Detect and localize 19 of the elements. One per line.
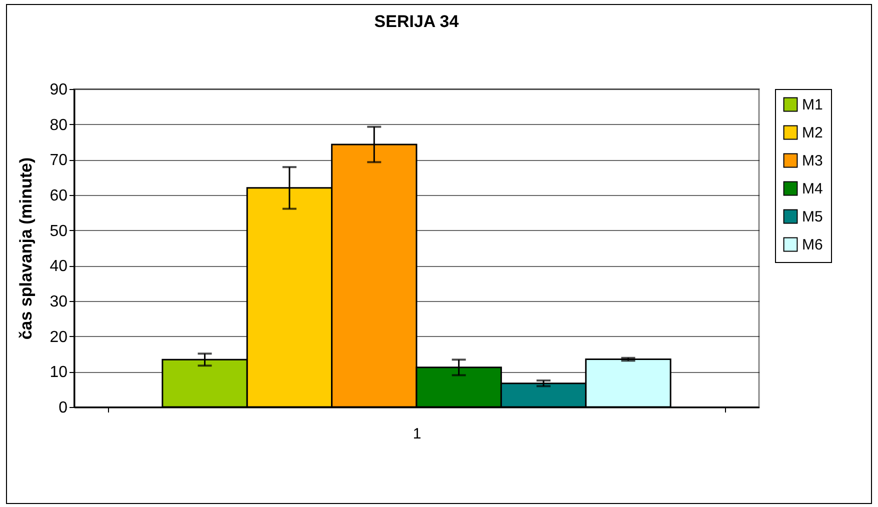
y-tick-label: 30	[50, 294, 68, 310]
y-tick-label: 10	[50, 364, 68, 382]
y-axis-title: čas splavanja (minute)	[16, 157, 36, 340]
legend-label: M4	[802, 180, 823, 198]
y-tick-label: 80	[50, 116, 68, 134]
y-tick-label: 20	[50, 328, 68, 346]
legend-label: M3	[802, 152, 823, 170]
x-tick-label: 1	[412, 426, 422, 442]
y-tick-label: 90	[50, 82, 68, 98]
y-tick-label: 70	[50, 152, 68, 170]
legend-label: M2	[802, 124, 823, 142]
y-tick-label: 0	[58, 400, 68, 416]
legend-label: M5	[802, 208, 823, 226]
y-tick-label: 60	[50, 188, 68, 204]
chart-title: SERIJA 34	[374, 12, 460, 31]
y-tick-label: 50	[50, 222, 68, 240]
legend-label: M6	[802, 236, 823, 254]
y-tick-label: 40	[50, 258, 68, 276]
legend-label: M1	[802, 96, 823, 114]
